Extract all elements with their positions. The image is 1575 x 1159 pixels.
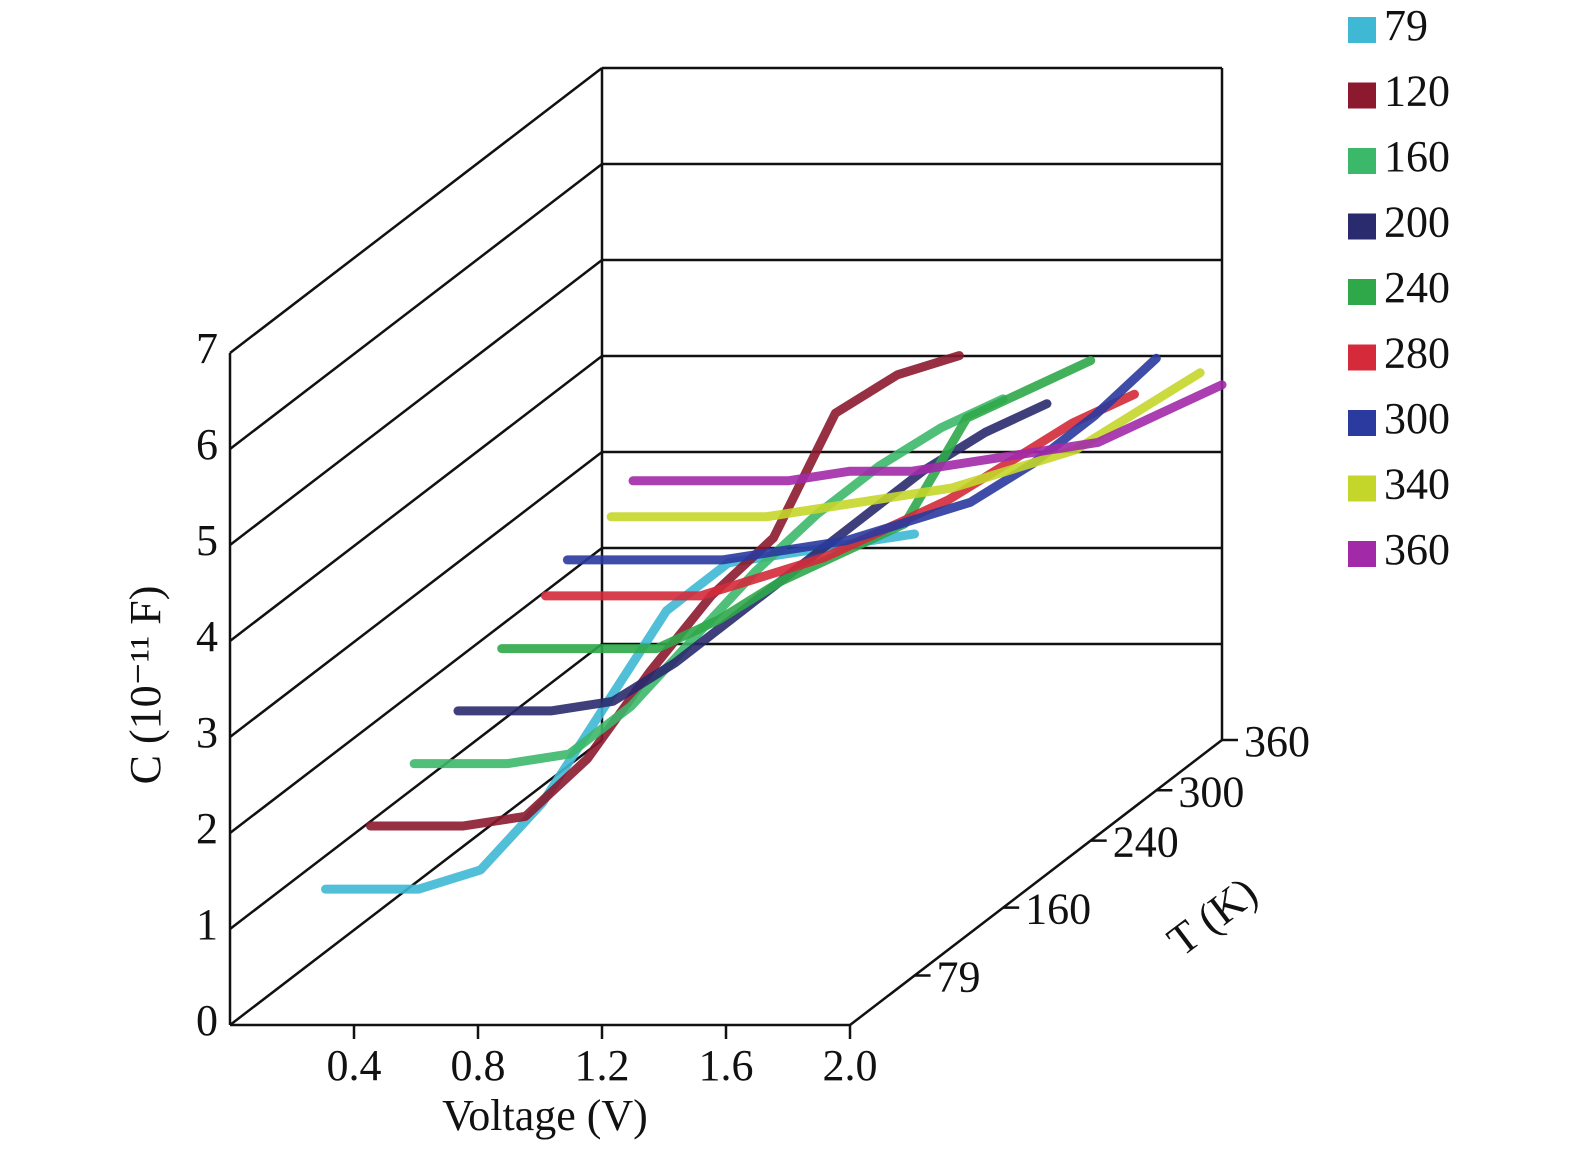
y-tick-label: 2	[196, 804, 218, 853]
x-tick-label: 1.2	[575, 1041, 630, 1090]
series-line	[409, 394, 1008, 769]
grid-line	[229, 355, 603, 642]
x-tick-label: 1.6	[699, 1041, 754, 1090]
y-tick-label: 3	[196, 708, 218, 757]
y-tick-label: 7	[196, 324, 218, 373]
z-tick-label: 240	[1113, 818, 1179, 867]
series-line	[540, 389, 1139, 601]
series-line	[606, 368, 1205, 522]
y-tick-label: 5	[196, 516, 218, 565]
legend-swatch	[1348, 279, 1376, 305]
legend-swatch	[1348, 148, 1376, 174]
z-tick-label: 160	[1025, 885, 1091, 934]
legend-label: 200	[1384, 198, 1450, 247]
grid-line	[229, 643, 603, 930]
legend-label: 240	[1384, 263, 1450, 312]
z-axis	[849, 739, 1223, 1026]
x-tick-label: 2.0	[823, 1041, 878, 1090]
legend-label: 79	[1384, 1, 1428, 50]
grid-line	[229, 67, 603, 354]
x-tick-label: 0.8	[451, 1041, 506, 1090]
legend-swatch	[1348, 541, 1376, 567]
grid-line	[229, 547, 603, 834]
series-line	[562, 353, 1161, 565]
legend-label: 280	[1384, 329, 1450, 378]
x-axis-label: Voltage (V)	[442, 1091, 648, 1140]
grid-line	[229, 259, 603, 546]
z-tick-label: 360	[1244, 717, 1310, 766]
legend-label: 120	[1384, 67, 1450, 116]
legend-swatch	[1348, 213, 1376, 240]
floor-edge	[229, 739, 603, 1026]
z-tick-label: 300	[1178, 767, 1244, 816]
z-tick-label: 79	[937, 953, 981, 1002]
legend-swatch	[1348, 82, 1376, 109]
y-tick-label: 1	[196, 900, 218, 949]
legend-label: 340	[1384, 460, 1450, 509]
grid-line	[229, 451, 603, 738]
legend-label: 300	[1384, 394, 1450, 443]
legend-swatch	[1348, 475, 1376, 502]
legend-swatch	[1348, 17, 1376, 43]
y-tick-label: 4	[196, 612, 218, 661]
grid-line	[229, 163, 603, 450]
y-axis-label: C (10⁻¹¹ F)	[121, 586, 170, 785]
y-tick-label: 6	[196, 420, 218, 469]
series-line	[497, 356, 1096, 654]
legend-swatch	[1348, 344, 1376, 371]
legend-swatch	[1348, 410, 1376, 436]
z-axis-label: T (K)	[1158, 867, 1266, 965]
legend-label: 160	[1384, 132, 1450, 181]
series-line	[365, 351, 964, 831]
legend-label: 360	[1384, 525, 1450, 574]
series-line	[628, 380, 1227, 486]
y-tick-label: 0	[196, 996, 218, 1045]
x-tick-label: 0.4	[327, 1041, 382, 1090]
